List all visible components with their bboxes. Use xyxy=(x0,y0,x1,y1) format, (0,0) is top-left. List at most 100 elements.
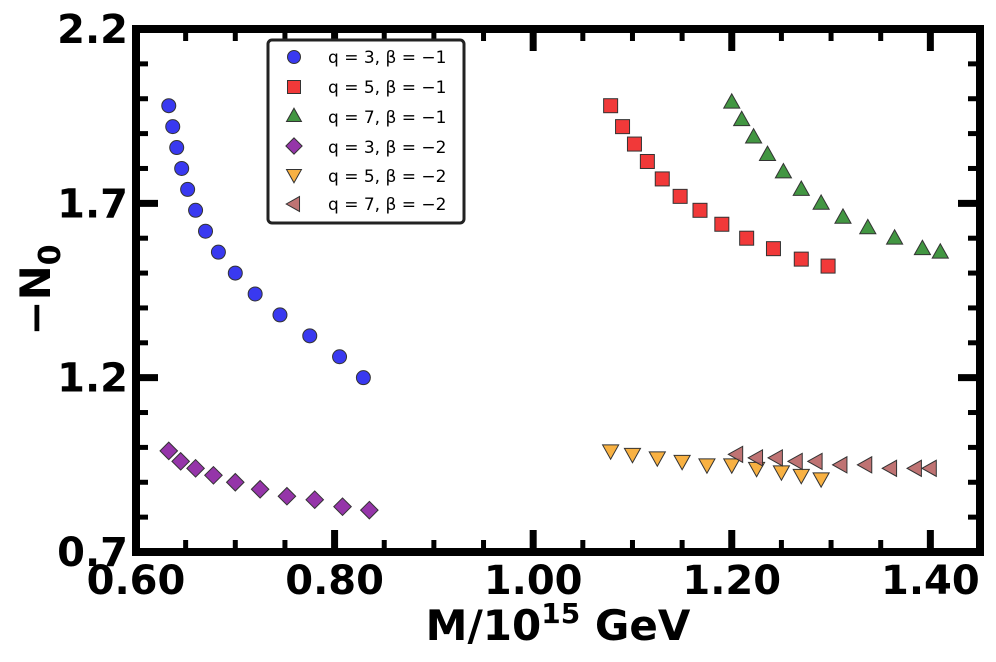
x-axis-label-base: M/10 xyxy=(426,601,542,650)
data-point xyxy=(180,181,196,197)
x-tick-label: 1.40 xyxy=(881,558,980,604)
data-point xyxy=(186,458,206,478)
legend-label-2: q = 5, β = −1 xyxy=(328,78,446,98)
legend-label-4: q = 3, β = −2 xyxy=(328,138,446,158)
data-point xyxy=(161,98,177,114)
plot-frame xyxy=(132,25,984,556)
data-point xyxy=(820,258,836,274)
series-6 xyxy=(727,445,937,478)
legend-marker xyxy=(287,80,301,94)
data-point xyxy=(812,472,831,489)
data-point xyxy=(812,193,831,210)
data-point xyxy=(793,251,809,267)
x-tick-label: 1.20 xyxy=(682,558,781,604)
data-point xyxy=(765,241,781,257)
data-markers xyxy=(159,92,950,520)
data-point xyxy=(302,328,318,344)
data-point xyxy=(250,479,270,499)
data-point xyxy=(174,160,190,176)
data-point xyxy=(906,459,922,478)
x-axis-label-sup: 15 xyxy=(541,597,580,630)
data-point xyxy=(747,448,764,467)
x-axis-label-unit: GeV xyxy=(595,601,691,650)
data-point xyxy=(672,188,688,204)
legend-markers xyxy=(285,50,303,213)
data-point xyxy=(767,448,783,467)
series-4 xyxy=(159,441,379,520)
data-point xyxy=(920,459,937,478)
data-point xyxy=(305,490,325,510)
data-point xyxy=(332,349,348,365)
legend-marker xyxy=(285,137,303,155)
tick-labels: 0.60 0.80 1.00 1.20 1.40 0.7 1.2 1.7 2.2 xyxy=(57,7,980,604)
data-point xyxy=(626,136,642,152)
legend-box xyxy=(266,38,466,225)
data-point xyxy=(834,207,852,224)
data-point xyxy=(623,447,642,464)
data-point xyxy=(654,171,670,187)
data-point xyxy=(772,465,791,482)
data-point xyxy=(272,307,288,323)
x-tick-label: 1.00 xyxy=(484,558,583,604)
legend-marker xyxy=(285,107,303,123)
y-axis-label: −N0 xyxy=(11,244,68,335)
x-tick-label: 0.60 xyxy=(87,558,186,604)
data-point xyxy=(692,202,708,218)
legend-label-1: q = 3, β = −1 xyxy=(328,48,446,68)
data-point xyxy=(806,452,823,471)
legend-marker xyxy=(285,195,301,213)
legend-label-5: q = 5, β = −2 xyxy=(328,167,446,187)
y-tick-label: 1.7 xyxy=(57,181,128,227)
data-point xyxy=(714,216,730,232)
data-point xyxy=(198,223,214,239)
x-axis-label: M/1015 GeV xyxy=(426,597,691,650)
y-tick-label: 0.7 xyxy=(57,530,128,576)
data-point xyxy=(744,127,763,144)
data-point xyxy=(188,202,204,218)
data-point xyxy=(601,444,620,461)
data-point xyxy=(792,179,811,196)
data-point xyxy=(648,451,667,468)
data-point xyxy=(333,497,352,517)
data-point xyxy=(277,486,297,506)
data-point xyxy=(732,110,751,127)
data-point xyxy=(673,454,692,471)
data-point xyxy=(171,451,191,471)
data-point xyxy=(885,228,904,245)
data-point xyxy=(169,140,185,156)
data-point xyxy=(913,239,932,256)
data-point xyxy=(159,441,179,461)
legend-label-6: q = 7, β = −2 xyxy=(328,195,446,215)
series-3 xyxy=(722,92,950,259)
legend-marker xyxy=(287,50,301,64)
series-1 xyxy=(161,98,371,386)
data-point xyxy=(615,119,631,135)
data-point xyxy=(227,265,243,281)
data-point xyxy=(359,500,379,520)
series-2 xyxy=(603,98,836,274)
axis-ticks xyxy=(132,25,980,556)
data-point xyxy=(210,244,226,260)
data-point xyxy=(722,92,741,109)
legend: q = 3, β = −1 q = 5, β = −1 q = 7, β = −… xyxy=(266,38,466,225)
data-point xyxy=(881,459,898,478)
data-point xyxy=(355,370,371,386)
data-point xyxy=(722,458,741,475)
data-point xyxy=(225,472,245,492)
data-point xyxy=(247,286,263,302)
y-tick-label: 2.2 xyxy=(57,7,128,53)
data-point xyxy=(698,458,716,475)
legend-label-3: q = 7, β = −1 xyxy=(328,108,446,128)
data-point xyxy=(831,455,848,474)
data-point xyxy=(165,119,181,135)
legend-marker xyxy=(285,168,303,184)
data-point xyxy=(792,468,811,485)
data-point xyxy=(739,230,755,246)
data-point xyxy=(786,452,803,471)
data-point xyxy=(858,218,877,235)
series-5 xyxy=(601,444,831,489)
data-point xyxy=(774,162,793,179)
x-tick-label: 0.80 xyxy=(285,558,384,604)
data-point xyxy=(758,145,777,161)
